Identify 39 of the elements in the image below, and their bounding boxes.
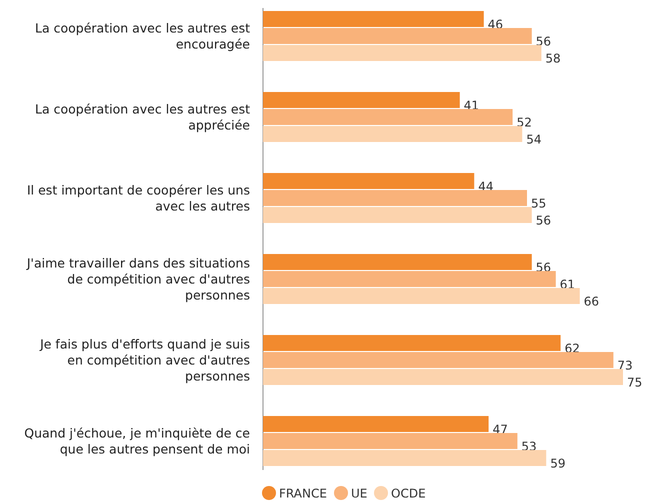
legend-label: UE (351, 486, 368, 500)
legend-label: OCDE (391, 486, 426, 500)
data-label: 56 (536, 214, 552, 228)
bar (263, 11, 484, 27)
bar (263, 271, 556, 287)
y-tick-label: La coopération avec les autres est appréciée (35, 102, 250, 132)
data-label: 58 (545, 52, 561, 66)
bar (263, 92, 460, 108)
bar (263, 173, 474, 189)
y-tick-label: Il est important de coopérer les uns avec les autres (26, 182, 250, 214)
legend-label: FRANCE (279, 486, 327, 500)
bar (263, 335, 561, 351)
data-label: 55 (531, 196, 546, 210)
y-tick-label: J'aime travailler dans des situations de compétition avec d'autres personnes (26, 256, 250, 302)
data-label: 44 (478, 180, 494, 194)
bar (263, 369, 623, 385)
bar (263, 28, 532, 44)
bar (263, 109, 513, 125)
data-label: 47 (492, 422, 508, 436)
data-label: 54 (526, 132, 542, 146)
data-label: 75 (627, 376, 642, 390)
y-tick-label: Quand j'échoue, je m'inquiète de ce que les autres pensent de moi (24, 426, 250, 456)
data-label: 66 (584, 294, 600, 308)
bar (263, 126, 522, 142)
bar (263, 416, 489, 432)
data-label: 46 (488, 18, 504, 32)
bar (263, 433, 518, 449)
bar (263, 288, 580, 304)
bar (263, 207, 532, 223)
data-label: 56 (536, 34, 552, 48)
bar (263, 190, 527, 206)
bar (263, 45, 542, 61)
data-label: 73 (617, 358, 633, 372)
bar (263, 450, 546, 466)
y-tick-label: Je fais plus d'efforts quand je suis en compétition avec d'autres personnes (39, 336, 250, 384)
bar (263, 254, 532, 270)
bar (263, 352, 614, 368)
data-label: 59 (550, 456, 566, 470)
y-tick-label: La coopération avec les autres est encouragée (35, 20, 250, 52)
